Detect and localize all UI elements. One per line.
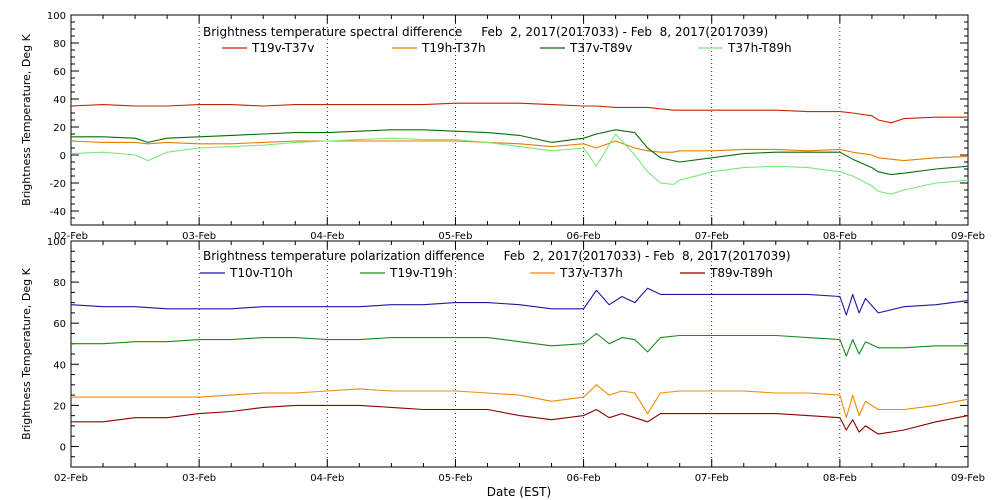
series-line-T37v-T37h	[71, 384, 969, 419]
y-tick-label: 60	[53, 319, 66, 330]
x-tick-label: 07-Feb	[695, 231, 729, 242]
series-line-T89v-T89h	[71, 404, 969, 435]
x-tick-label: 05-Feb	[438, 231, 472, 242]
y-tick-label: 40	[53, 95, 66, 106]
x-tick-label: 03-Feb	[182, 231, 216, 242]
polarization-difference-panel: 02-Feb 03-Feb 04-Feb 05-Feb 06-Feb 07-Feb 08-F…	[20, 237, 985, 484]
series-line-T19v-T37v	[70, 102, 968, 124]
y-tick-label: 20	[53, 401, 66, 412]
y-axis-label: Brightness Temperature, Deg K	[20, 33, 33, 205]
series-line-T19h-T37h	[70, 140, 969, 162]
y-tick-label: 40	[53, 360, 66, 371]
x-tick-label: 08-Feb	[823, 473, 857, 484]
y-tick-label: -20	[50, 179, 66, 190]
series-line-T19v-T19h	[71, 332, 968, 357]
x-tick-label: 02-Feb	[54, 231, 88, 242]
x-tick-label: 05-Feb	[438, 473, 472, 484]
legend-label: T37v-T37h	[559, 266, 623, 280]
y-tick-label: 100	[47, 11, 66, 22]
plot-frame	[70, 240, 969, 468]
x-tick-label: 03-Feb	[182, 473, 216, 484]
x-tick-label: 06-Feb	[567, 231, 601, 242]
y-tick-label: 80	[53, 39, 66, 50]
legend-label: T19h-T37h	[421, 41, 486, 55]
legend-label: T19v-T37v	[251, 41, 314, 55]
y-tick-label: 0	[60, 151, 66, 162]
x-tick-label: 08-Feb	[823, 231, 857, 242]
x-axis-label: Date (EST)	[487, 485, 551, 499]
series-line-T37h-T89h	[70, 133, 969, 195]
x-tick-label: 09-Feb	[951, 473, 985, 484]
chart-title: Brightness temperature polarization diff…	[203, 249, 791, 263]
legend-label: T89v-T89h	[709, 266, 773, 280]
x-tick-label: 02-Feb	[54, 473, 88, 484]
legend-label: T10v-T10h	[229, 266, 293, 280]
y-tick-label: 80	[53, 278, 66, 289]
x-tick-label: 06-Feb	[567, 473, 601, 484]
series-line-T10v-T10h	[70, 287, 969, 316]
y-tick-label: 0	[60, 442, 66, 453]
series-line-T37v-T89v	[71, 129, 969, 176]
y-tick-label: 60	[53, 67, 66, 78]
x-tick-label: 09-Feb	[951, 231, 985, 242]
y-tick-label: 100	[47, 237, 66, 248]
y-tick-label: -40	[50, 207, 66, 218]
legend-label: T19v-T19h	[389, 266, 453, 280]
legend-label: T37v-T89v	[569, 41, 632, 55]
legend-label: T37h-T89h	[727, 41, 792, 55]
plot-frame	[70, 14, 969, 226]
x-tick-label: 07-Feb	[695, 473, 729, 484]
x-tick-label: 04-Feb	[310, 231, 344, 242]
chart-title: Brightness temperature spectral differen…	[203, 25, 768, 39]
y-tick-label: 20	[53, 123, 66, 134]
spectral-difference-panel: 02-Feb 03-Feb 04-Feb 05-Feb 06-Feb 07-Feb 08-F…	[20, 11, 985, 242]
y-axis-label: Brightness Temperature, Deg K	[20, 267, 33, 439]
x-tick-label: 04-Feb	[310, 473, 344, 484]
